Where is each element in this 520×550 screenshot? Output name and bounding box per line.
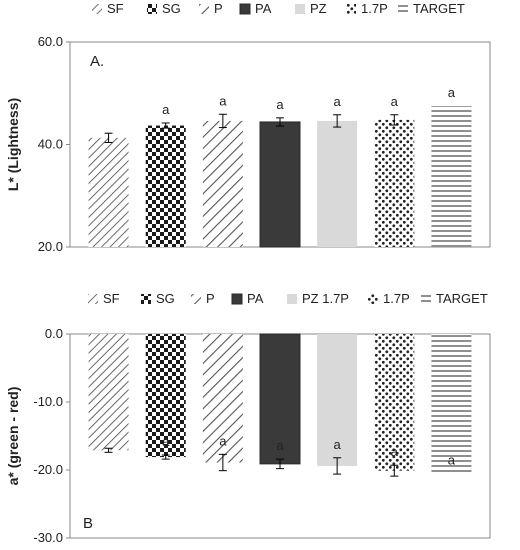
- legend-swatch: [421, 294, 431, 304]
- y-tick-label: 40.0: [38, 137, 63, 152]
- legend-label: P: [206, 291, 215, 306]
- legend-label: 1.7P: [361, 1, 388, 16]
- legend-swatch: [191, 294, 201, 304]
- legend-swatch: [239, 3, 251, 15]
- significance-label: a: [162, 102, 170, 117]
- legend-swatch: [398, 4, 408, 14]
- panel-label: A.: [90, 53, 104, 70]
- panel-green-red: -30.0 -20.0 -10.0 0.0 a* (green - red) Ba a a a a…: [5, 291, 491, 545]
- legend-swatch: [141, 294, 151, 304]
- significance-label: a: [334, 94, 342, 109]
- bar-p: [202, 120, 243, 247]
- bar-target: [431, 334, 472, 474]
- legend-label: PZ 1.7P: [302, 291, 349, 306]
- legend-swatch: [88, 294, 98, 304]
- significance-label: a: [162, 434, 170, 449]
- bar-sf: [88, 334, 129, 451]
- legend-label: TARGET: [436, 291, 488, 306]
- legend-swatch: [199, 4, 209, 14]
- legend-label: SF: [107, 1, 124, 16]
- legend-swatch: [346, 4, 356, 14]
- bar-sg: [145, 334, 186, 458]
- significance-label: a: [448, 452, 456, 467]
- legend-label: PA: [247, 291, 264, 306]
- legend-label: PZ: [310, 1, 327, 16]
- significance-label: a: [391, 444, 399, 459]
- significance-label: a: [276, 438, 284, 453]
- bar-target: [431, 106, 472, 247]
- legend-swatch: [287, 294, 297, 304]
- legend-swatch: [147, 4, 157, 14]
- significance-label: a: [391, 94, 399, 109]
- legend-swatch: [231, 293, 243, 305]
- bar-1-7p: [374, 119, 415, 247]
- y-tick-label: -30.0: [33, 530, 63, 545]
- bar-sf: [88, 137, 129, 247]
- legend-label: TARGET: [413, 1, 465, 16]
- legend-swatch: [92, 4, 102, 14]
- y-tick-label: -20.0: [33, 462, 63, 477]
- bar-pz: [317, 120, 358, 247]
- bar-p: [202, 334, 243, 463]
- y-tick-label: -10.0: [33, 394, 63, 409]
- legend-label: PA: [255, 1, 272, 16]
- legend-label: SG: [162, 1, 181, 16]
- bar-pz-1-7p: [317, 334, 358, 466]
- bar-pa: [259, 121, 301, 248]
- y-tick-label: 0.0: [45, 326, 63, 341]
- y-axis-label: a* (green - red): [5, 387, 21, 486]
- legend-swatch: [295, 4, 305, 14]
- y-tick-label: 20.0: [38, 239, 63, 254]
- bar-sg: [145, 125, 186, 247]
- panel-label: B: [83, 515, 93, 532]
- significance-label: a: [276, 97, 284, 112]
- significance-label: a: [219, 433, 227, 448]
- legend-label: SG: [156, 291, 175, 306]
- y-axis-label: L* (Lightness): [5, 98, 21, 191]
- y-tick-label: 60.0: [38, 34, 63, 49]
- legend-swatch: [368, 294, 378, 304]
- significance-label: a: [334, 437, 342, 452]
- significance-label: a: [219, 93, 227, 108]
- legend-label: SF: [103, 291, 120, 306]
- significance-label: a: [448, 85, 456, 100]
- legend-label: 1.7P: [383, 291, 410, 306]
- legend-label: P: [214, 1, 223, 16]
- panel-lightness: 20.0 40.0 60.0 L* (Lightness) A. a a a a a a SF SG P P…: [5, 1, 491, 254]
- bar-1-7p: [374, 334, 415, 471]
